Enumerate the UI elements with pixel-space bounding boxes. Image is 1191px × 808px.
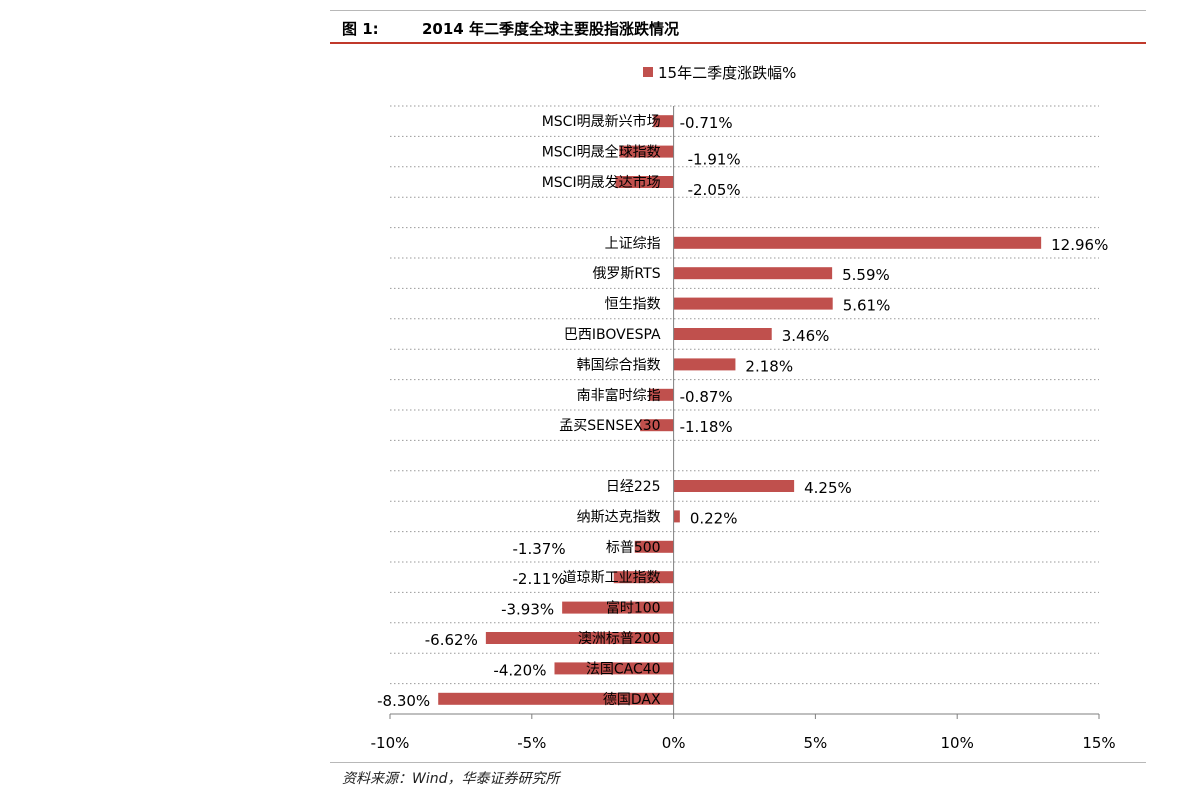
x-tick-label: 15% bbox=[1082, 734, 1115, 752]
bars bbox=[438, 115, 1042, 705]
value-label: -2.11% bbox=[513, 570, 566, 588]
value-label: -6.62% bbox=[425, 631, 478, 649]
category-label: 纳斯达克指数 bbox=[577, 509, 661, 525]
bar bbox=[613, 571, 674, 584]
category-label: 孟买SENSEX30 bbox=[559, 418, 660, 434]
bar bbox=[640, 419, 674, 432]
axes bbox=[390, 106, 1099, 715]
value-label: 5.59% bbox=[842, 266, 890, 284]
value-label: -2.05% bbox=[688, 181, 741, 199]
category-label: MSCI明晟全球指数 bbox=[542, 144, 661, 161]
category-label: 韩国综合指数 bbox=[577, 357, 661, 373]
x-axis-ticks: -10% -5% 0% 5% 10% 15% bbox=[371, 714, 1116, 752]
category-label: 澳洲标普200 bbox=[578, 631, 661, 647]
bar bbox=[554, 662, 674, 675]
value-label: 3.46% bbox=[782, 327, 830, 345]
category-label: 上证综指 bbox=[605, 236, 661, 252]
x-tick-label: -5% bbox=[517, 734, 546, 752]
value-label: -1.18% bbox=[680, 418, 733, 436]
value-label: 2.18% bbox=[745, 357, 793, 375]
value-label: -1.91% bbox=[688, 151, 741, 169]
bar bbox=[634, 540, 674, 553]
category-label: 巴西IBOVESPA bbox=[564, 327, 661, 343]
bar bbox=[673, 510, 680, 523]
bar bbox=[648, 388, 674, 401]
category-label: 南非富时综指 bbox=[577, 387, 661, 404]
value-label: 4.25% bbox=[804, 479, 852, 497]
category-labels: MSCI明晟新兴市场 MSCI明晟全球指数 MSCI明晟发达市场上证综指俄罗斯RTS… bbox=[542, 113, 661, 708]
bar bbox=[653, 115, 674, 128]
chart-legend: 15年二季度涨跌幅% bbox=[643, 64, 796, 82]
x-tick-label: 0% bbox=[662, 734, 686, 752]
source-note: 资料来源：Wind，华泰证券研究所 bbox=[342, 771, 560, 787]
value-label: 12.96% bbox=[1051, 236, 1108, 254]
top-rule bbox=[330, 10, 1146, 11]
value-label: 0.22% bbox=[690, 509, 738, 527]
bar bbox=[673, 297, 833, 310]
figure-header: 图 1: 2014 年二季度全球主要股指涨跌情况 bbox=[330, 12, 1146, 42]
bar bbox=[673, 328, 772, 340]
value-label: -0.87% bbox=[680, 388, 733, 406]
category-label: 法国CAC40 bbox=[586, 661, 661, 677]
value-label: -3.93% bbox=[501, 601, 554, 619]
category-label: 德国DAX bbox=[603, 692, 661, 708]
category-label: MSCI明晟发达市场 bbox=[542, 174, 661, 191]
bar bbox=[673, 358, 736, 371]
title-underline bbox=[330, 42, 1146, 44]
value-labels: -0.71% -1.91% -2.05% 12.96% 5.59% 5.61% 3.46% 2… bbox=[377, 114, 1108, 710]
x-tick-label: -10% bbox=[371, 734, 410, 752]
figure-label: 图 1: bbox=[342, 20, 379, 38]
bar bbox=[438, 692, 674, 705]
bar bbox=[673, 267, 833, 280]
x-tick-label: 10% bbox=[941, 734, 974, 752]
bar bbox=[485, 632, 674, 644]
gridlines bbox=[390, 105, 1099, 715]
category-label: MSCI明晟新兴市场 bbox=[542, 113, 661, 130]
legend-label: 15年二季度涨跌幅% bbox=[658, 64, 796, 82]
value-label: 5.61% bbox=[843, 297, 891, 315]
bar bbox=[615, 176, 674, 188]
bar bbox=[673, 236, 1042, 249]
category-label: 道琼斯工业指数 bbox=[563, 570, 661, 586]
category-label: 日经225 bbox=[606, 479, 661, 495]
value-label: -4.20% bbox=[493, 661, 546, 679]
value-label: -1.37% bbox=[513, 540, 566, 558]
legend-swatch bbox=[643, 67, 653, 77]
value-label: -0.71% bbox=[680, 114, 733, 132]
value-label: -8.30% bbox=[377, 692, 430, 710]
bar bbox=[673, 480, 795, 492]
figure-title: 2014 年二季度全球主要股指涨跌情况 bbox=[422, 20, 679, 38]
category-label: 恒生指数 bbox=[605, 297, 661, 313]
category-label: 富时100 bbox=[606, 600, 661, 617]
bar bbox=[562, 601, 674, 614]
category-label: 标普500 bbox=[606, 540, 661, 556]
bar bbox=[619, 145, 674, 158]
x-tick-label: 5% bbox=[804, 734, 828, 752]
category-label: 俄罗斯RTS bbox=[592, 266, 660, 282]
bottom-rule bbox=[330, 762, 1146, 763]
